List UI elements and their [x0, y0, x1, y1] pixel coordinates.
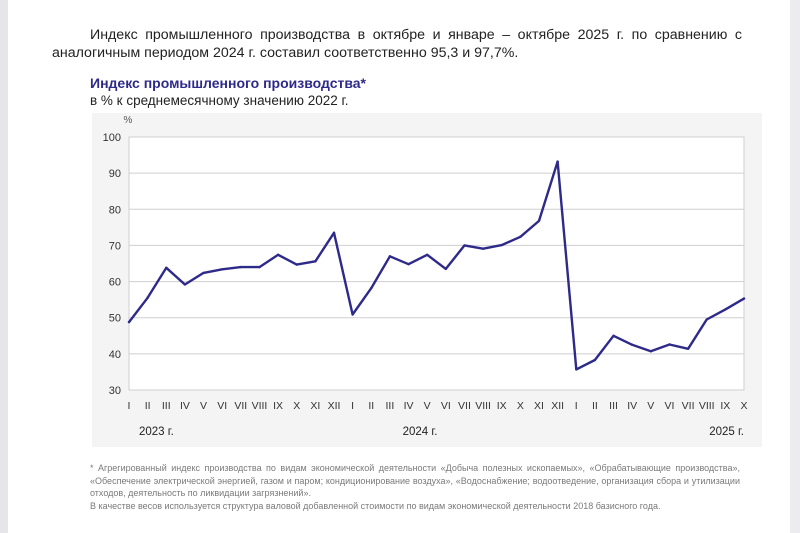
- data-point: [686, 347, 690, 350]
- x-tick-label: III: [609, 400, 618, 412]
- x-tick-label: III: [386, 400, 395, 412]
- year-label: 2023 г.: [139, 426, 174, 438]
- data-point: [668, 343, 671, 346]
- x-tick-label: IX: [273, 400, 283, 412]
- x-tick-label: V: [424, 400, 431, 412]
- x-tick-label: II: [592, 400, 598, 412]
- data-point: [649, 350, 653, 353]
- data-point: [276, 253, 280, 257]
- x-tick-label: I: [575, 400, 578, 412]
- data-point: [220, 268, 224, 271]
- data-point: [463, 244, 466, 247]
- data-point: [388, 255, 392, 258]
- footnote-weights: В качестве весов используется структура …: [90, 500, 661, 511]
- chart-title: Индекс промышленного производства*: [90, 75, 367, 91]
- footnote-text: * Агрегированный индекс производства по …: [90, 463, 740, 499]
- intro-paragraph: Индекс промышленного производства в октя…: [52, 27, 742, 61]
- data-point: [146, 296, 149, 300]
- x-tick-label: II: [368, 400, 374, 412]
- x-tick-label: IV: [627, 400, 637, 412]
- data-point: [370, 286, 373, 290]
- x-tick-label: IX: [720, 400, 730, 412]
- x-tick-label: VI: [441, 400, 451, 412]
- data-point: [314, 260, 317, 263]
- year-label: 2025 г.: [709, 426, 744, 438]
- x-tick-label: IX: [497, 400, 507, 412]
- x-tick-label: IV: [180, 400, 190, 412]
- data-point: [593, 358, 597, 362]
- data-point: [183, 283, 187, 286]
- data-point: [537, 219, 541, 223]
- x-tick-label: VI: [217, 400, 227, 412]
- data-point: [425, 253, 429, 257]
- x-tick-label: XII: [551, 400, 564, 412]
- right-edge-bar: [790, 0, 800, 533]
- data-point: [444, 267, 448, 271]
- y-tick-label: 70: [109, 240, 121, 252]
- x-tick-label: X: [740, 400, 747, 412]
- x-tick-label: IV: [404, 400, 414, 412]
- x-tick-label: V: [200, 400, 207, 412]
- x-tick-label: VIII: [475, 400, 491, 412]
- data-point: [742, 297, 746, 300]
- x-tick-label: VII: [234, 400, 247, 412]
- series-line: [127, 160, 746, 371]
- x-tick-label: II: [145, 400, 151, 412]
- data-point: [705, 318, 708, 321]
- y-tick-label: 30: [109, 385, 121, 397]
- x-tick-label: XII: [328, 400, 341, 412]
- data-point: [500, 243, 503, 247]
- data-point: [519, 235, 522, 238]
- x-tick-label: VI: [664, 400, 674, 412]
- x-tick-label: XI: [310, 400, 320, 412]
- chart-subtitle: в % к среднемесячному значению 2022 г.: [90, 93, 349, 108]
- y-tick-label: 50: [109, 313, 121, 325]
- y-tick-label: 40: [109, 349, 121, 361]
- data-point: [556, 160, 559, 163]
- x-tick-label: III: [162, 400, 171, 412]
- year-label: 2024 г.: [403, 426, 438, 438]
- data-point: [351, 313, 354, 316]
- y-axis-unit: %: [124, 115, 133, 126]
- x-tick-label: X: [293, 400, 300, 412]
- left-edge-bar: [0, 0, 8, 533]
- y-tick-label: 80: [109, 204, 121, 216]
- data-point: [332, 231, 336, 234]
- x-tick-label: V: [647, 400, 654, 412]
- data-point: [258, 265, 261, 269]
- data-point: [295, 263, 298, 266]
- x-tick-label: VIII: [252, 400, 268, 412]
- x-tick-label: X: [517, 400, 524, 412]
- data-point: [239, 265, 243, 269]
- data-point: [575, 368, 578, 371]
- x-tick-label: VII: [682, 400, 695, 412]
- data-point: [127, 320, 131, 324]
- x-tick-label: XI: [534, 400, 544, 412]
- x-tick-label: VIII: [699, 400, 715, 412]
- footnote: * Агрегированный индекс производства по …: [90, 462, 740, 512]
- y-tick-label: 60: [109, 277, 121, 289]
- x-tick-label: VII: [458, 400, 471, 412]
- y-tick-label: 90: [109, 168, 121, 180]
- data-point: [612, 334, 615, 337]
- data-point: [407, 263, 410, 266]
- x-tick-label: I: [128, 400, 131, 412]
- y-tick-label: 100: [103, 132, 121, 144]
- data-point: [202, 271, 205, 275]
- data-point: [724, 308, 727, 311]
- data-point: [481, 247, 485, 250]
- x-tick-label: I: [351, 400, 354, 412]
- data-point: [165, 266, 168, 270]
- data-point: [630, 343, 634, 347]
